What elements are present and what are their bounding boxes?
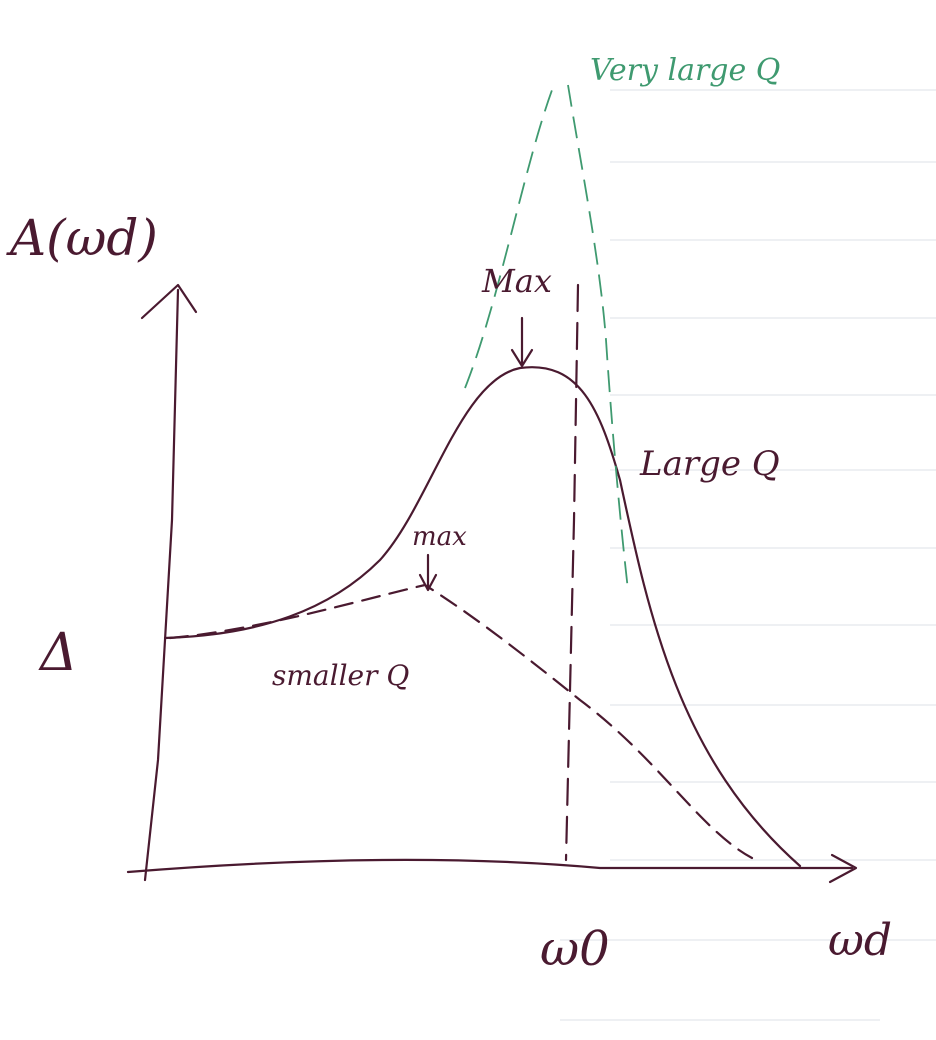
large-q-curve	[165, 367, 800, 866]
y-axis-label: A(ωd)	[6, 209, 158, 267]
diagram: Very large Q A(ωd) Max Large Q max Δ sma…	[0, 0, 936, 1040]
very-large-q-left	[465, 82, 555, 388]
max-arrow	[512, 318, 532, 366]
y-arrow	[142, 285, 196, 318]
notebook-lines	[560, 90, 936, 1020]
y-axis	[145, 290, 178, 880]
small-max-label: max	[412, 522, 467, 552]
smaller-q-curve	[170, 585, 752, 858]
max-label: Max	[481, 262, 552, 300]
x-axis	[128, 860, 852, 872]
x-axis-label: ωd	[828, 915, 892, 966]
smaller-q-label: smaller Q	[272, 659, 409, 692]
delta-label: Δ	[38, 623, 78, 683]
omega0-line	[566, 285, 578, 860]
very-large-q-label: Very large Q	[590, 53, 780, 88]
large-q-label: Large Q	[639, 444, 780, 484]
omega0-label: ω0	[540, 921, 610, 977]
